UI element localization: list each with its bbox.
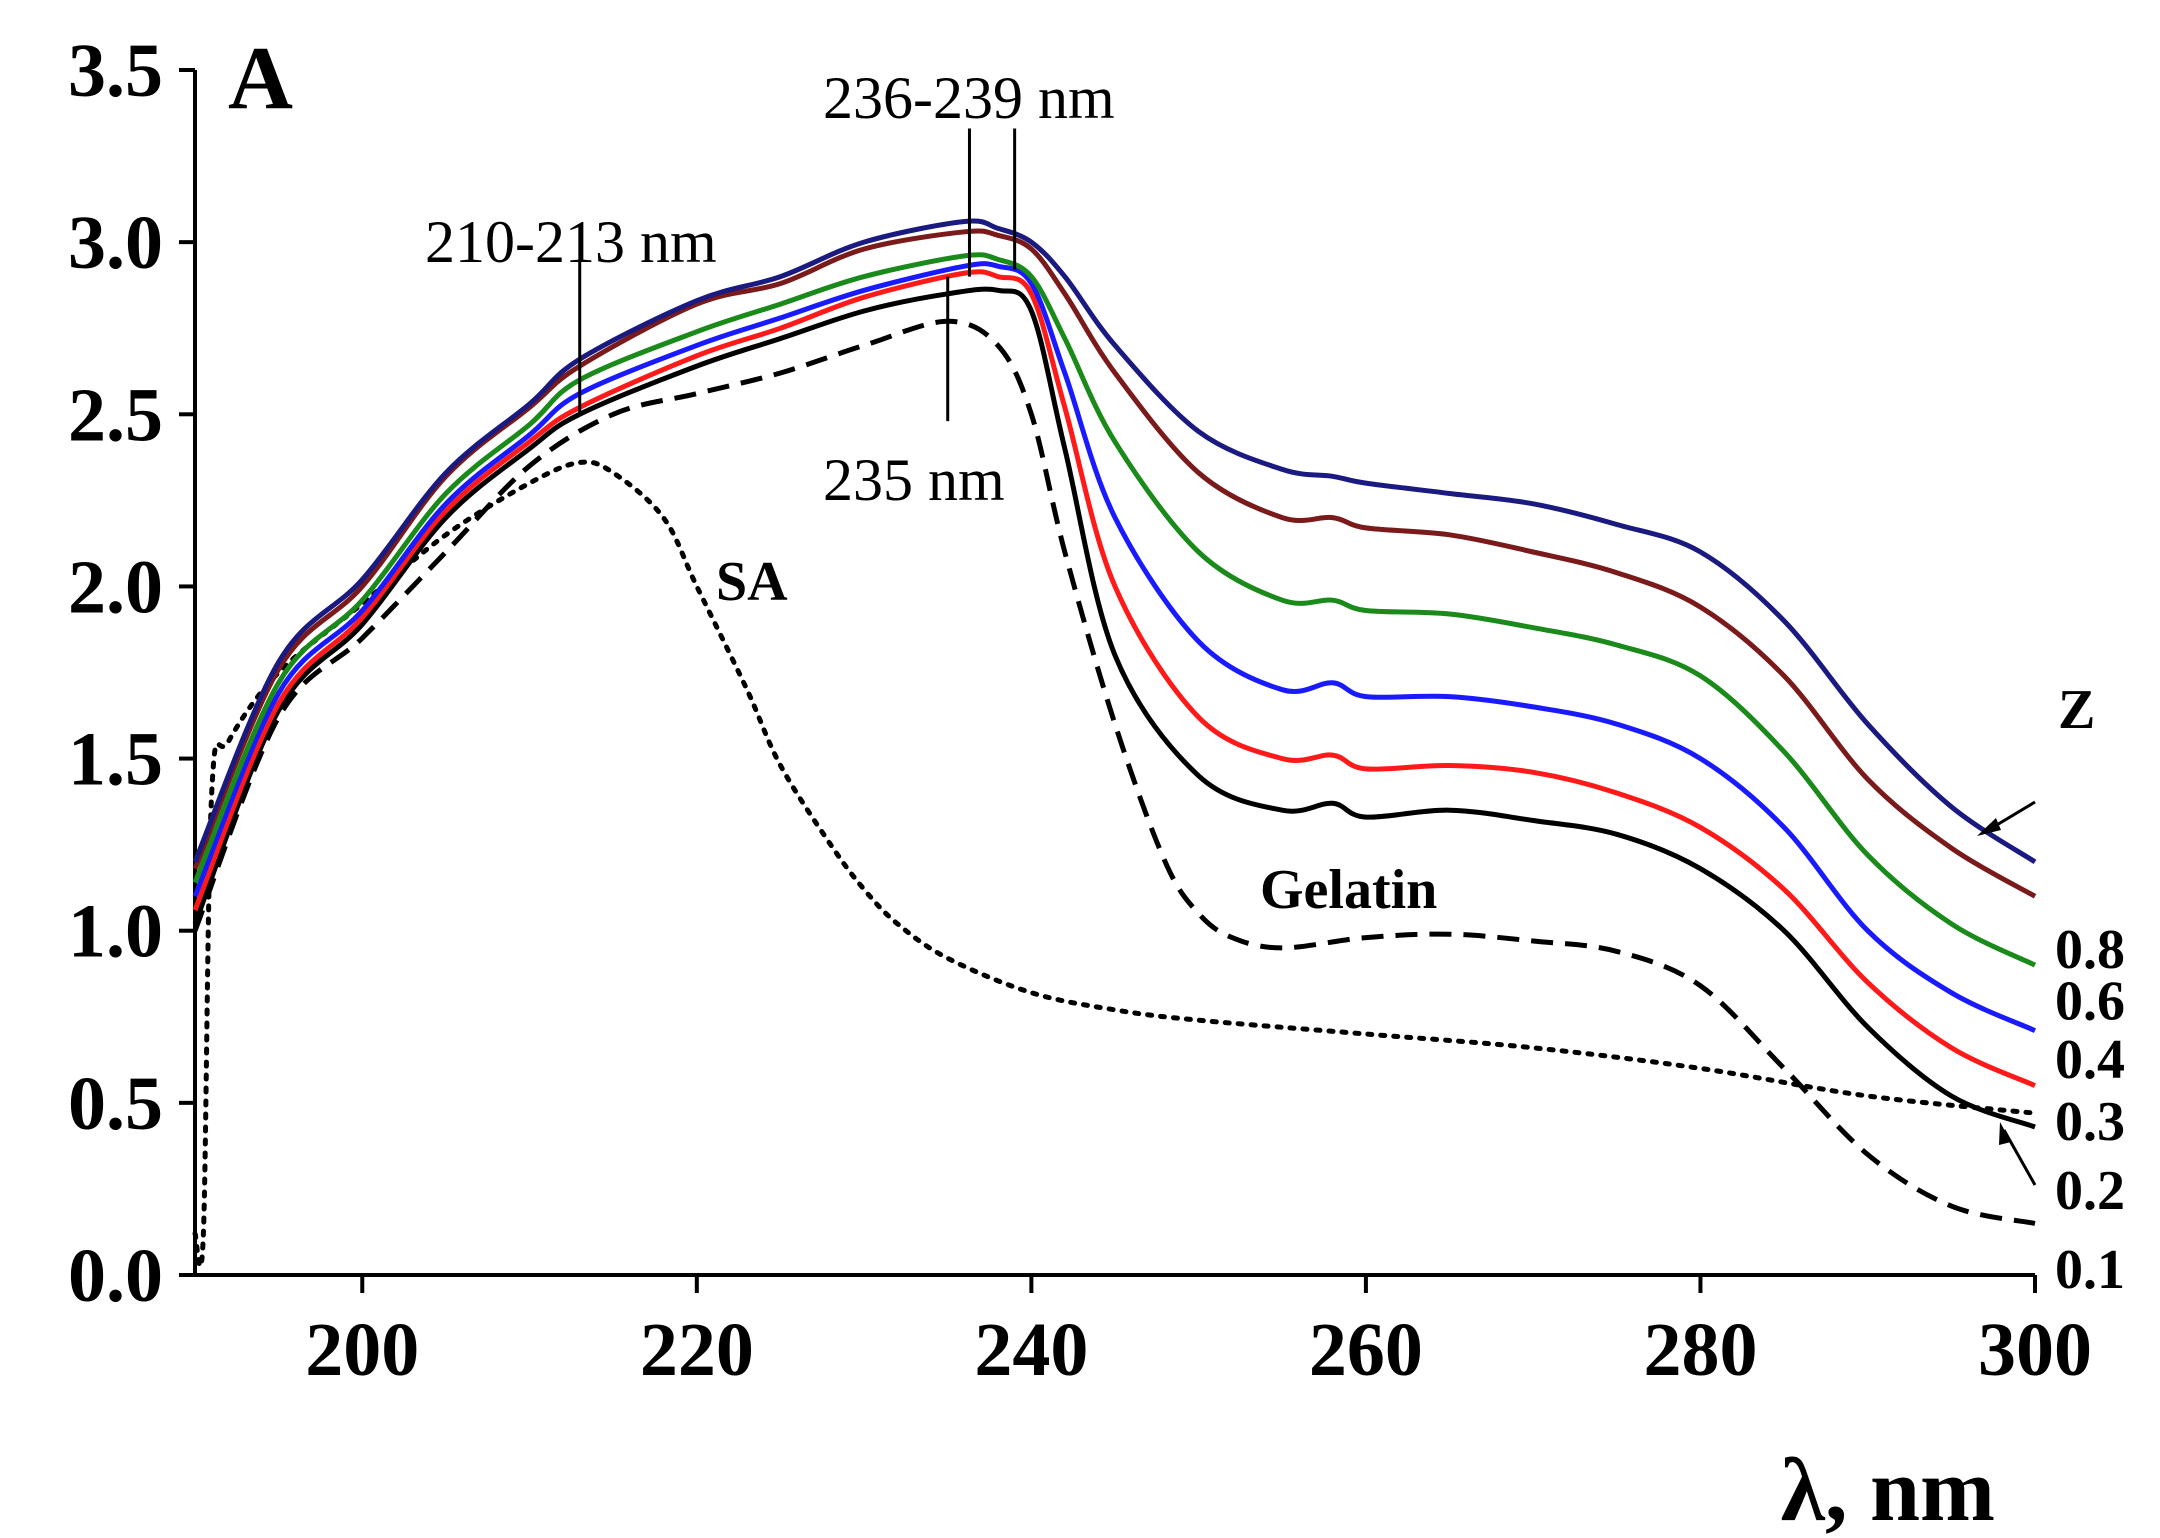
series-line-sa: [192, 459, 2038, 1269]
annotation-lines: [578, 128, 1017, 422]
y-tick-label: 2.5: [68, 373, 163, 457]
z-label-0-6: 0.6: [2055, 971, 2125, 1033]
series-line-0-8: [192, 218, 2037, 864]
x-tick-label: 240: [974, 1308, 1088, 1392]
y-tick-label: 2.0: [68, 545, 163, 629]
z-label-0-8: 0.8: [2055, 919, 2125, 981]
series-label-gelatin: Gelatin: [1260, 859, 1437, 921]
y-tick-label: 0.0: [68, 1234, 163, 1318]
legend-title-z: Z: [2058, 679, 2095, 741]
panel-label: A: [228, 29, 293, 128]
y-tick-label: 1.5: [68, 718, 163, 802]
annotation-236-239: 236-239 nm: [823, 65, 1115, 131]
z-label-0-1: 0.1: [2055, 1239, 2125, 1301]
x-tick-label: 220: [640, 1308, 754, 1392]
x-axis-title: λ, nm: [1781, 1441, 1995, 1538]
x-ticks: 200 220 240 260 280 300: [305, 1275, 2092, 1392]
annotation-235: 235 nm: [823, 447, 1005, 513]
z-label-0-4: 0.4: [2055, 1029, 2125, 1091]
y-ticks: 0.0 0.5 1.0 1.5 2.0 2.5 3.0 3.5: [68, 29, 195, 1318]
series-line-0-4: [192, 252, 2037, 968]
z-labels: 0.80.60.40.3 0.2 0.1: [2055, 919, 2125, 1301]
z-label-0-2: 0.2: [2055, 1160, 2125, 1222]
x-tick-label: 260: [1309, 1308, 1423, 1392]
series-line-gelatin: [192, 318, 2036, 1226]
series-line-0-3: [192, 261, 2037, 1033]
series-line-0-2: [192, 269, 2037, 1088]
y-tick-label: 1.0: [68, 890, 163, 974]
y-tick-label: 3.5: [68, 29, 163, 113]
x-tick-label: 200: [305, 1308, 419, 1392]
arrow-head-0-8: [1977, 818, 2001, 836]
arrow-head-0-1: [1999, 1122, 2011, 1145]
annotation-210-213: 210-213 nm: [425, 209, 717, 275]
series-lines: [192, 218, 2038, 1269]
series-label-sa: SA: [716, 551, 788, 613]
z-label-0-3: 0.3: [2055, 1091, 2125, 1153]
x-tick-label: 280: [1643, 1308, 1757, 1392]
z-arrows: [1977, 800, 2037, 1186]
y-tick-label: 3.0: [68, 201, 163, 285]
series-line-0-1: [192, 286, 2036, 1130]
x-tick-label: 300: [1978, 1308, 2092, 1392]
axes: [193, 70, 2035, 1277]
y-tick-label: 0.5: [68, 1062, 163, 1146]
